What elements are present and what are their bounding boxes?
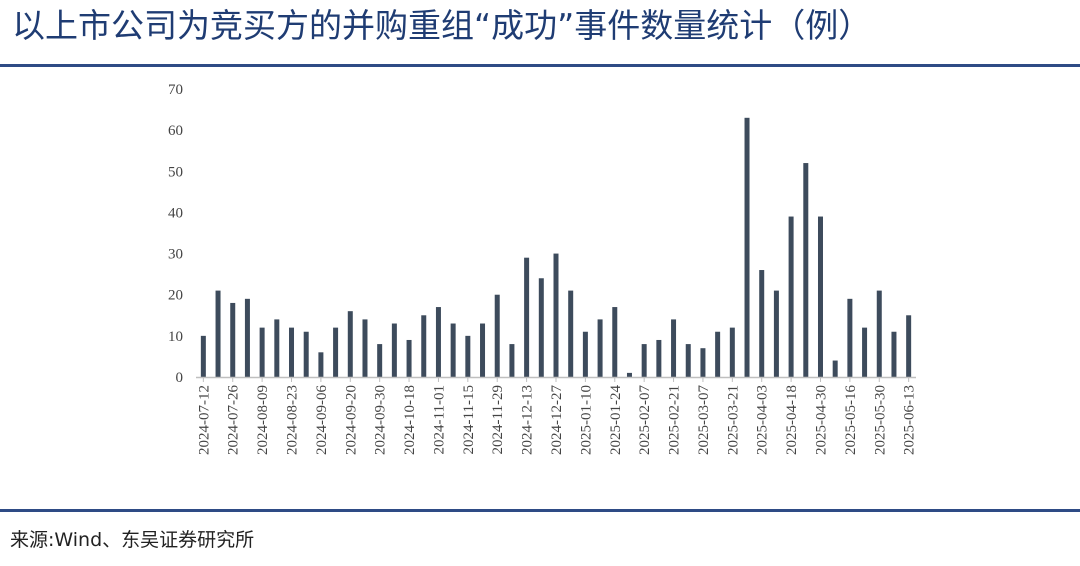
y-tick-label: 20 xyxy=(168,288,183,304)
x-tick-label: 2025-03-21 xyxy=(725,385,741,455)
x-tick-label: 2024-07-12 xyxy=(196,385,212,455)
y-tick-label: 40 xyxy=(168,205,183,221)
bar xyxy=(421,315,427,377)
bar xyxy=(862,327,868,377)
footer-divider xyxy=(0,509,1080,512)
y-tick-label: 30 xyxy=(168,247,183,263)
x-tick-label: 2025-02-07 xyxy=(637,385,653,455)
x-tick-label: 2025-03-07 xyxy=(696,385,712,455)
bar xyxy=(215,290,221,377)
bar xyxy=(274,319,280,377)
x-tick-label: 2024-07-26 xyxy=(226,385,242,455)
x-tick-label: 2025-02-21 xyxy=(667,385,683,455)
bar xyxy=(494,294,500,377)
x-tick-label: 2024-10-18 xyxy=(402,385,418,455)
bar xyxy=(906,315,912,377)
x-tick-label: 2024-08-23 xyxy=(285,385,301,455)
x-tick-label: 2024-11-29 xyxy=(490,385,506,454)
bar xyxy=(480,323,486,377)
bar xyxy=(435,307,441,377)
x-tick-label: 2024-08-09 xyxy=(255,385,271,455)
bar xyxy=(817,216,823,377)
bar xyxy=(773,290,779,377)
bar-series xyxy=(200,117,912,378)
x-tick-label: 2025-05-30 xyxy=(872,385,888,455)
x-axis-ticks: 2024-07-12 2024-07-26 2024-08-09 2024-08-23… xyxy=(196,376,918,455)
bar xyxy=(700,348,706,377)
bar xyxy=(465,335,471,377)
title-divider xyxy=(0,64,1080,67)
y-tick-label: 10 xyxy=(168,329,183,345)
bar xyxy=(450,323,456,377)
y-tick-label: 50 xyxy=(168,164,183,180)
bar xyxy=(406,339,412,377)
bar xyxy=(509,344,515,377)
bar xyxy=(582,331,588,377)
x-tick-label: 2025-05-16 xyxy=(843,385,859,455)
bar xyxy=(788,216,794,377)
page-title: 以上市公司为竞买方的并购重组“成功”事件数量统计（例） xyxy=(12,6,872,45)
bar xyxy=(803,163,809,377)
x-tick-label: 2025-01-24 xyxy=(608,385,624,455)
bar xyxy=(832,360,838,377)
bar xyxy=(244,298,250,377)
bar xyxy=(200,335,206,377)
bar xyxy=(759,270,765,377)
y-tick-label: 70 xyxy=(168,82,183,98)
bar xyxy=(391,323,397,377)
bar xyxy=(876,290,882,377)
x-tick-label: 2024-09-20 xyxy=(343,385,359,455)
x-tick-label: 2025-04-30 xyxy=(813,385,829,455)
bar xyxy=(656,339,662,377)
x-tick-label: 2025-04-03 xyxy=(755,385,771,455)
bar xyxy=(347,311,353,377)
bar xyxy=(230,302,236,377)
x-tick-label: 2025-04-18 xyxy=(784,385,800,455)
bar xyxy=(333,327,339,377)
bar xyxy=(626,372,632,377)
x-tick-label: 2024-11-01 xyxy=(431,385,447,454)
bar xyxy=(715,331,721,377)
bar xyxy=(891,331,897,377)
bar xyxy=(377,344,383,377)
source-note: 来源:Wind、东吴证券研究所 xyxy=(10,529,255,551)
bar xyxy=(553,253,559,377)
bar xyxy=(597,319,603,377)
x-tick-label: 2024-09-06 xyxy=(314,385,330,455)
x-tick-label: 2024-12-13 xyxy=(520,385,536,455)
x-tick-label: 2025-06-13 xyxy=(902,385,918,455)
bar xyxy=(318,352,324,377)
bar xyxy=(259,327,265,377)
x-tick-label: 2024-11-15 xyxy=(461,385,477,454)
y-tick-label: 60 xyxy=(168,123,183,139)
bar xyxy=(303,331,309,377)
bar xyxy=(612,307,618,377)
bar xyxy=(362,319,368,377)
bar xyxy=(744,117,750,378)
x-tick-label: 2024-09-30 xyxy=(373,385,389,455)
y-axis-ticks: 0 10 20 30 40 50 60 70 xyxy=(168,82,183,386)
bar xyxy=(685,344,691,377)
bar xyxy=(289,327,295,377)
bar xyxy=(671,319,677,377)
bar xyxy=(538,278,544,377)
bar xyxy=(641,344,647,377)
bar xyxy=(729,327,735,377)
y-tick-label: 0 xyxy=(176,370,184,386)
bar xyxy=(847,298,853,377)
x-tick-label: 2025-01-10 xyxy=(578,385,594,455)
bar xyxy=(568,290,574,377)
x-tick-label: 2024-12-27 xyxy=(549,385,565,455)
bar xyxy=(524,257,530,377)
